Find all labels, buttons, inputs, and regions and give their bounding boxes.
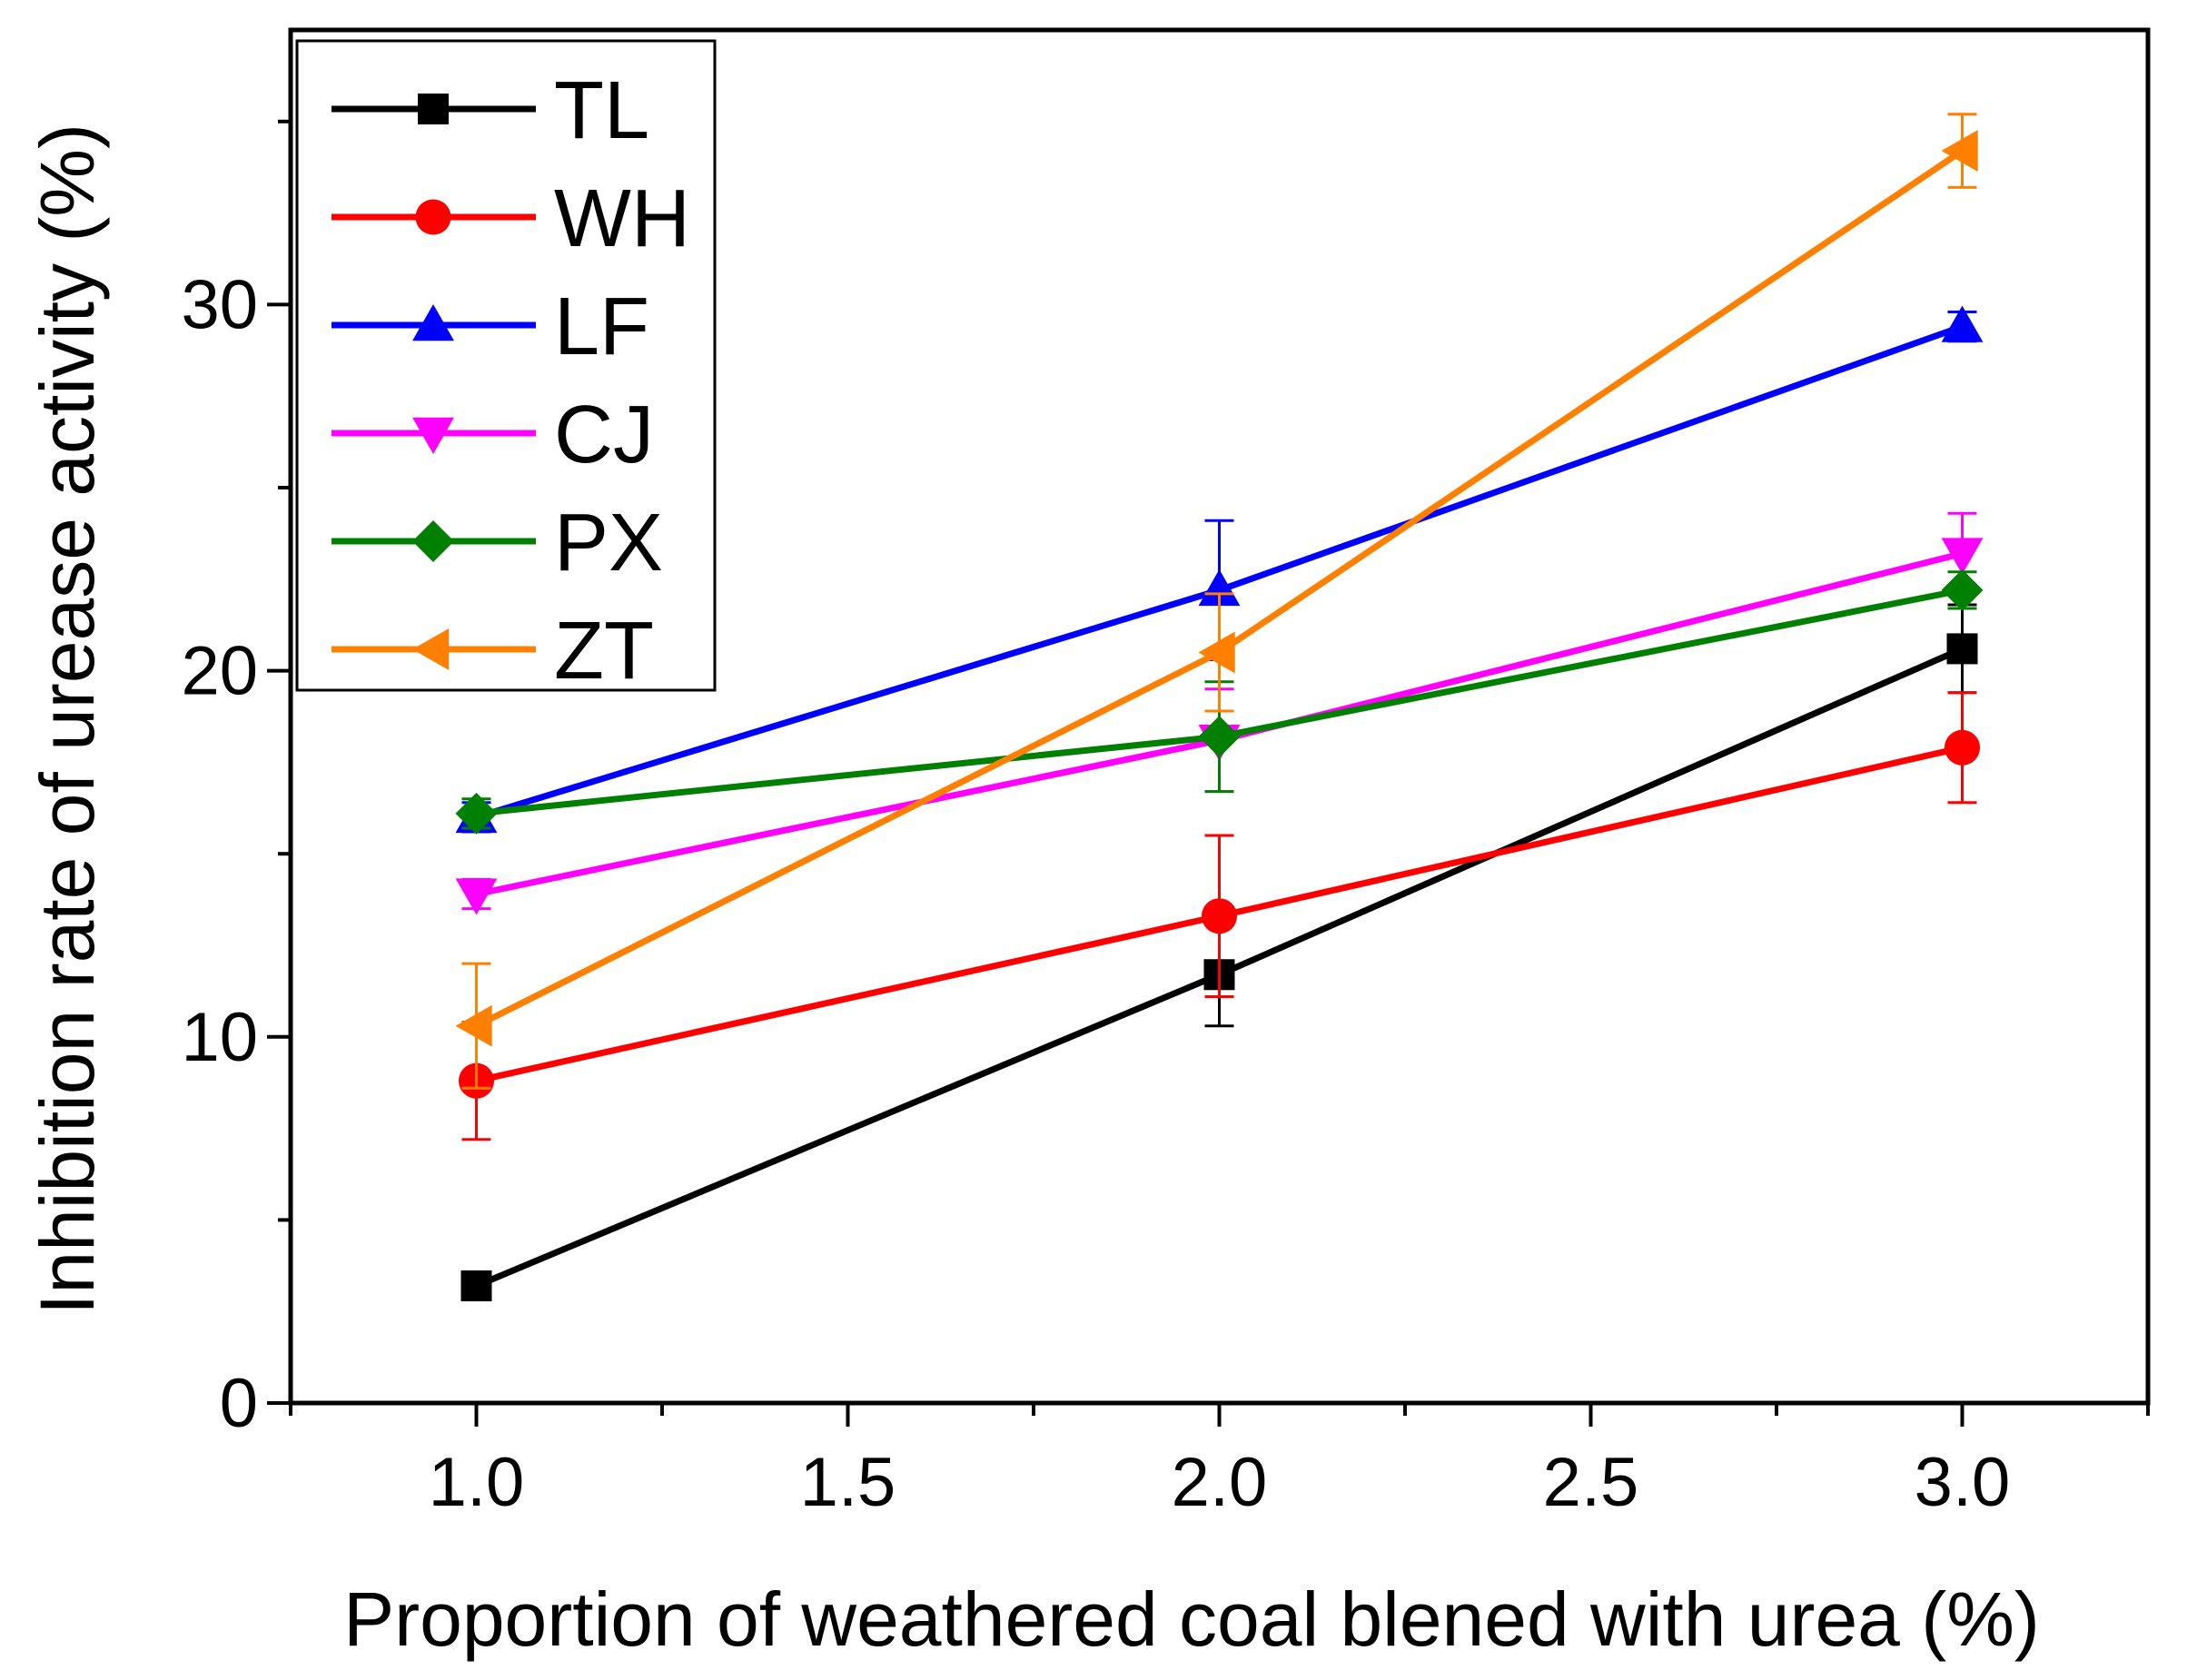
- y-tick-label: 0: [220, 1365, 258, 1442]
- x-tick-label: 1.0: [429, 1444, 525, 1521]
- legend-label: CJ: [554, 390, 654, 480]
- legend-label: WH: [554, 173, 690, 264]
- legend-item-zt: ZT: [332, 606, 654, 697]
- data-point: [460, 1270, 492, 1301]
- legend-item-px: PX: [332, 498, 663, 588]
- x-tick-label: 3.0: [1915, 1444, 2011, 1521]
- data-point: [1198, 568, 1241, 607]
- data-point: [1941, 130, 1978, 173]
- legend: TL WH LF CJ PX ZT: [295, 39, 717, 697]
- data-point: [1201, 898, 1238, 934]
- data-point: [1941, 305, 1984, 342]
- legend-label: PX: [554, 498, 663, 588]
- series-px: [455, 568, 1984, 835]
- x-tick-label: 2.0: [1172, 1444, 1268, 1521]
- y-axis: 0 10 20 30: [181, 119, 291, 1442]
- x-axis: 1.0 1.5 2.0 2.5 3.0: [289, 1403, 2150, 1521]
- data-point: [1946, 633, 1978, 665]
- x-axis-title: Proportion of weathered coal blened with…: [343, 1576, 2040, 1662]
- legend-marker: [412, 304, 454, 341]
- series-layer: [455, 113, 1984, 1301]
- legend-label: TL: [554, 65, 649, 156]
- y-tick-label: 20: [181, 633, 258, 710]
- y-tick-label: 10: [181, 999, 258, 1076]
- legend-label: ZT: [554, 606, 654, 697]
- y-tick-label: 30: [181, 266, 258, 343]
- data-point: [1198, 631, 1235, 674]
- legend-marker: [412, 417, 454, 454]
- legend-item-lf: LF: [332, 282, 649, 372]
- legend-item-cj: CJ: [332, 390, 654, 480]
- legend-marker: [412, 628, 450, 670]
- legend-item-wh: WH: [332, 173, 690, 264]
- legend-item-tl: TL: [332, 65, 649, 156]
- y-axis-title: Inhibition rate of urease activity (%): [25, 124, 110, 1315]
- legend-label: LF: [554, 282, 649, 372]
- legend-box: [295, 39, 717, 692]
- data-point: [455, 792, 498, 835]
- data-point: [1198, 716, 1241, 758]
- x-tick-label: 2.5: [1543, 1444, 1639, 1521]
- legend-marker: [415, 199, 451, 235]
- data-point: [455, 878, 498, 915]
- data-point: [1941, 568, 1984, 611]
- data-point: [1941, 538, 1984, 575]
- data-point: [455, 1004, 492, 1047]
- legend-marker: [412, 520, 454, 562]
- data-point: [1944, 729, 1981, 766]
- series-zt: [455, 113, 1978, 1090]
- legend-marker: [418, 94, 449, 124]
- x-tick-label: 1.5: [800, 1444, 896, 1521]
